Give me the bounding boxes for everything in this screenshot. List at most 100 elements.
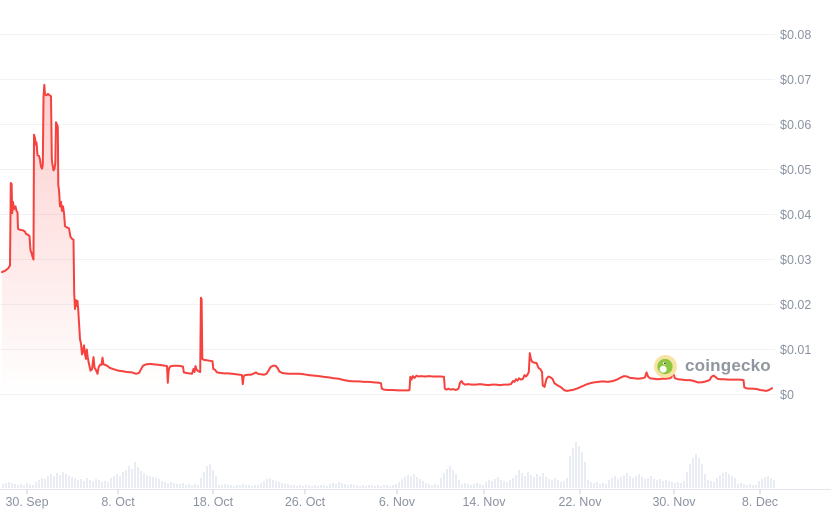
volume-bar: [143, 473, 145, 488]
volume-bar: [311, 486, 313, 488]
coingecko-logo-icon: [654, 354, 677, 378]
volume-bar: [197, 485, 199, 488]
volume-bar: [746, 485, 748, 488]
volume-bar: [182, 483, 184, 488]
volume-bar: [65, 474, 67, 488]
volume-bar: [32, 485, 34, 488]
volume-bar: [410, 476, 412, 488]
volume-bar: [518, 470, 520, 488]
volume-bar: [482, 485, 484, 488]
volume-bar: [626, 473, 628, 488]
volume-bar: [152, 477, 154, 488]
volume-bar: [212, 470, 214, 488]
volume-bar: [53, 476, 55, 488]
volume-bar: [203, 472, 205, 488]
volume-bar: [95, 479, 97, 488]
y-axis-label: $0.05: [780, 162, 812, 177]
volume-bar: [83, 481, 85, 488]
volume-bar: [605, 484, 607, 488]
volume-bar: [743, 484, 745, 488]
volume-bar: [485, 482, 487, 488]
x-axis-label: 18. Oct: [192, 495, 234, 509]
volume-bar: [563, 481, 565, 488]
volume-bar: [431, 485, 433, 488]
volume-bar: [413, 474, 415, 488]
volume-bar: [659, 479, 661, 488]
volume-bar: [161, 481, 163, 488]
y-axis-label: $0: [780, 387, 794, 402]
volume-bar: [422, 481, 424, 488]
volume-bar: [392, 485, 394, 488]
volume-bar: [35, 482, 37, 488]
volume-bar: [335, 484, 337, 488]
volume-bar: [383, 485, 385, 488]
volume-bar: [665, 480, 667, 488]
volume-bar: [755, 485, 757, 488]
volume-bar: [515, 475, 517, 488]
volume-bar: [566, 478, 568, 488]
volume-bar: [329, 484, 331, 488]
volume-bar: [704, 474, 706, 488]
volume-bar: [620, 477, 622, 488]
volume-bar: [338, 482, 340, 488]
volume-bar: [635, 476, 637, 488]
volume-bar: [17, 485, 19, 488]
volume-bar: [407, 475, 409, 488]
volume-bar: [200, 478, 202, 488]
y-axis-label: $0.01: [780, 342, 812, 357]
volume-bar: [194, 484, 196, 488]
volume-bar: [314, 485, 316, 488]
volume-bar: [221, 485, 223, 488]
volume-bar: [227, 485, 229, 488]
y-axis-label: $0.02: [780, 297, 812, 312]
volume-bar: [380, 486, 382, 488]
volume-bar: [713, 482, 715, 488]
volume-bar: [71, 477, 73, 488]
volume-bar: [305, 485, 307, 488]
volume-bar: [113, 476, 115, 488]
volume-bar: [674, 483, 676, 488]
volume-bar: [209, 464, 211, 488]
volume-bar: [470, 485, 472, 488]
volume-bar: [698, 458, 700, 488]
coingecko-watermark-label: coingecko: [685, 356, 771, 375]
volume-bar: [245, 485, 247, 488]
x-axis-label: 26. Oct: [284, 495, 326, 509]
x-axis-label: 14. Nov: [462, 495, 506, 509]
volume-bar: [728, 474, 730, 488]
volume-bar: [773, 480, 775, 488]
volume-bar: [167, 483, 169, 488]
volume-bar: [623, 475, 625, 488]
volume-bar: [683, 481, 685, 488]
volume-bar: [506, 482, 508, 488]
volume-bar: [467, 484, 469, 488]
volume-bar: [740, 483, 742, 488]
volume-bar: [299, 485, 301, 488]
y-axis-label: $0.04: [780, 207, 812, 222]
y-axis-label: $0.08: [780, 27, 812, 42]
volume-bar: [104, 481, 106, 488]
volume-bar: [578, 446, 580, 488]
volume-bar: [434, 484, 436, 488]
volume-bar: [419, 479, 421, 488]
volume-bar: [218, 485, 220, 488]
volume-bar: [449, 466, 451, 488]
volume-bar: [494, 479, 496, 488]
volume-bar: [476, 483, 478, 488]
volume-bar: [464, 483, 466, 488]
volume-bar: [767, 476, 769, 488]
volume-bar: [554, 478, 556, 488]
volume-bar: [560, 482, 562, 488]
volume-bar: [752, 485, 754, 488]
volume-bar: [710, 481, 712, 488]
coingecko-watermark: coingecko: [654, 354, 771, 378]
volume-bar: [602, 483, 604, 488]
volume-bar: [365, 486, 367, 488]
volume-bar: [110, 478, 112, 488]
volume-bar: [377, 485, 379, 488]
volume-bar: [272, 480, 274, 488]
volume-bar: [173, 483, 175, 488]
volume-bar: [761, 479, 763, 488]
volume-bar: [686, 472, 688, 488]
